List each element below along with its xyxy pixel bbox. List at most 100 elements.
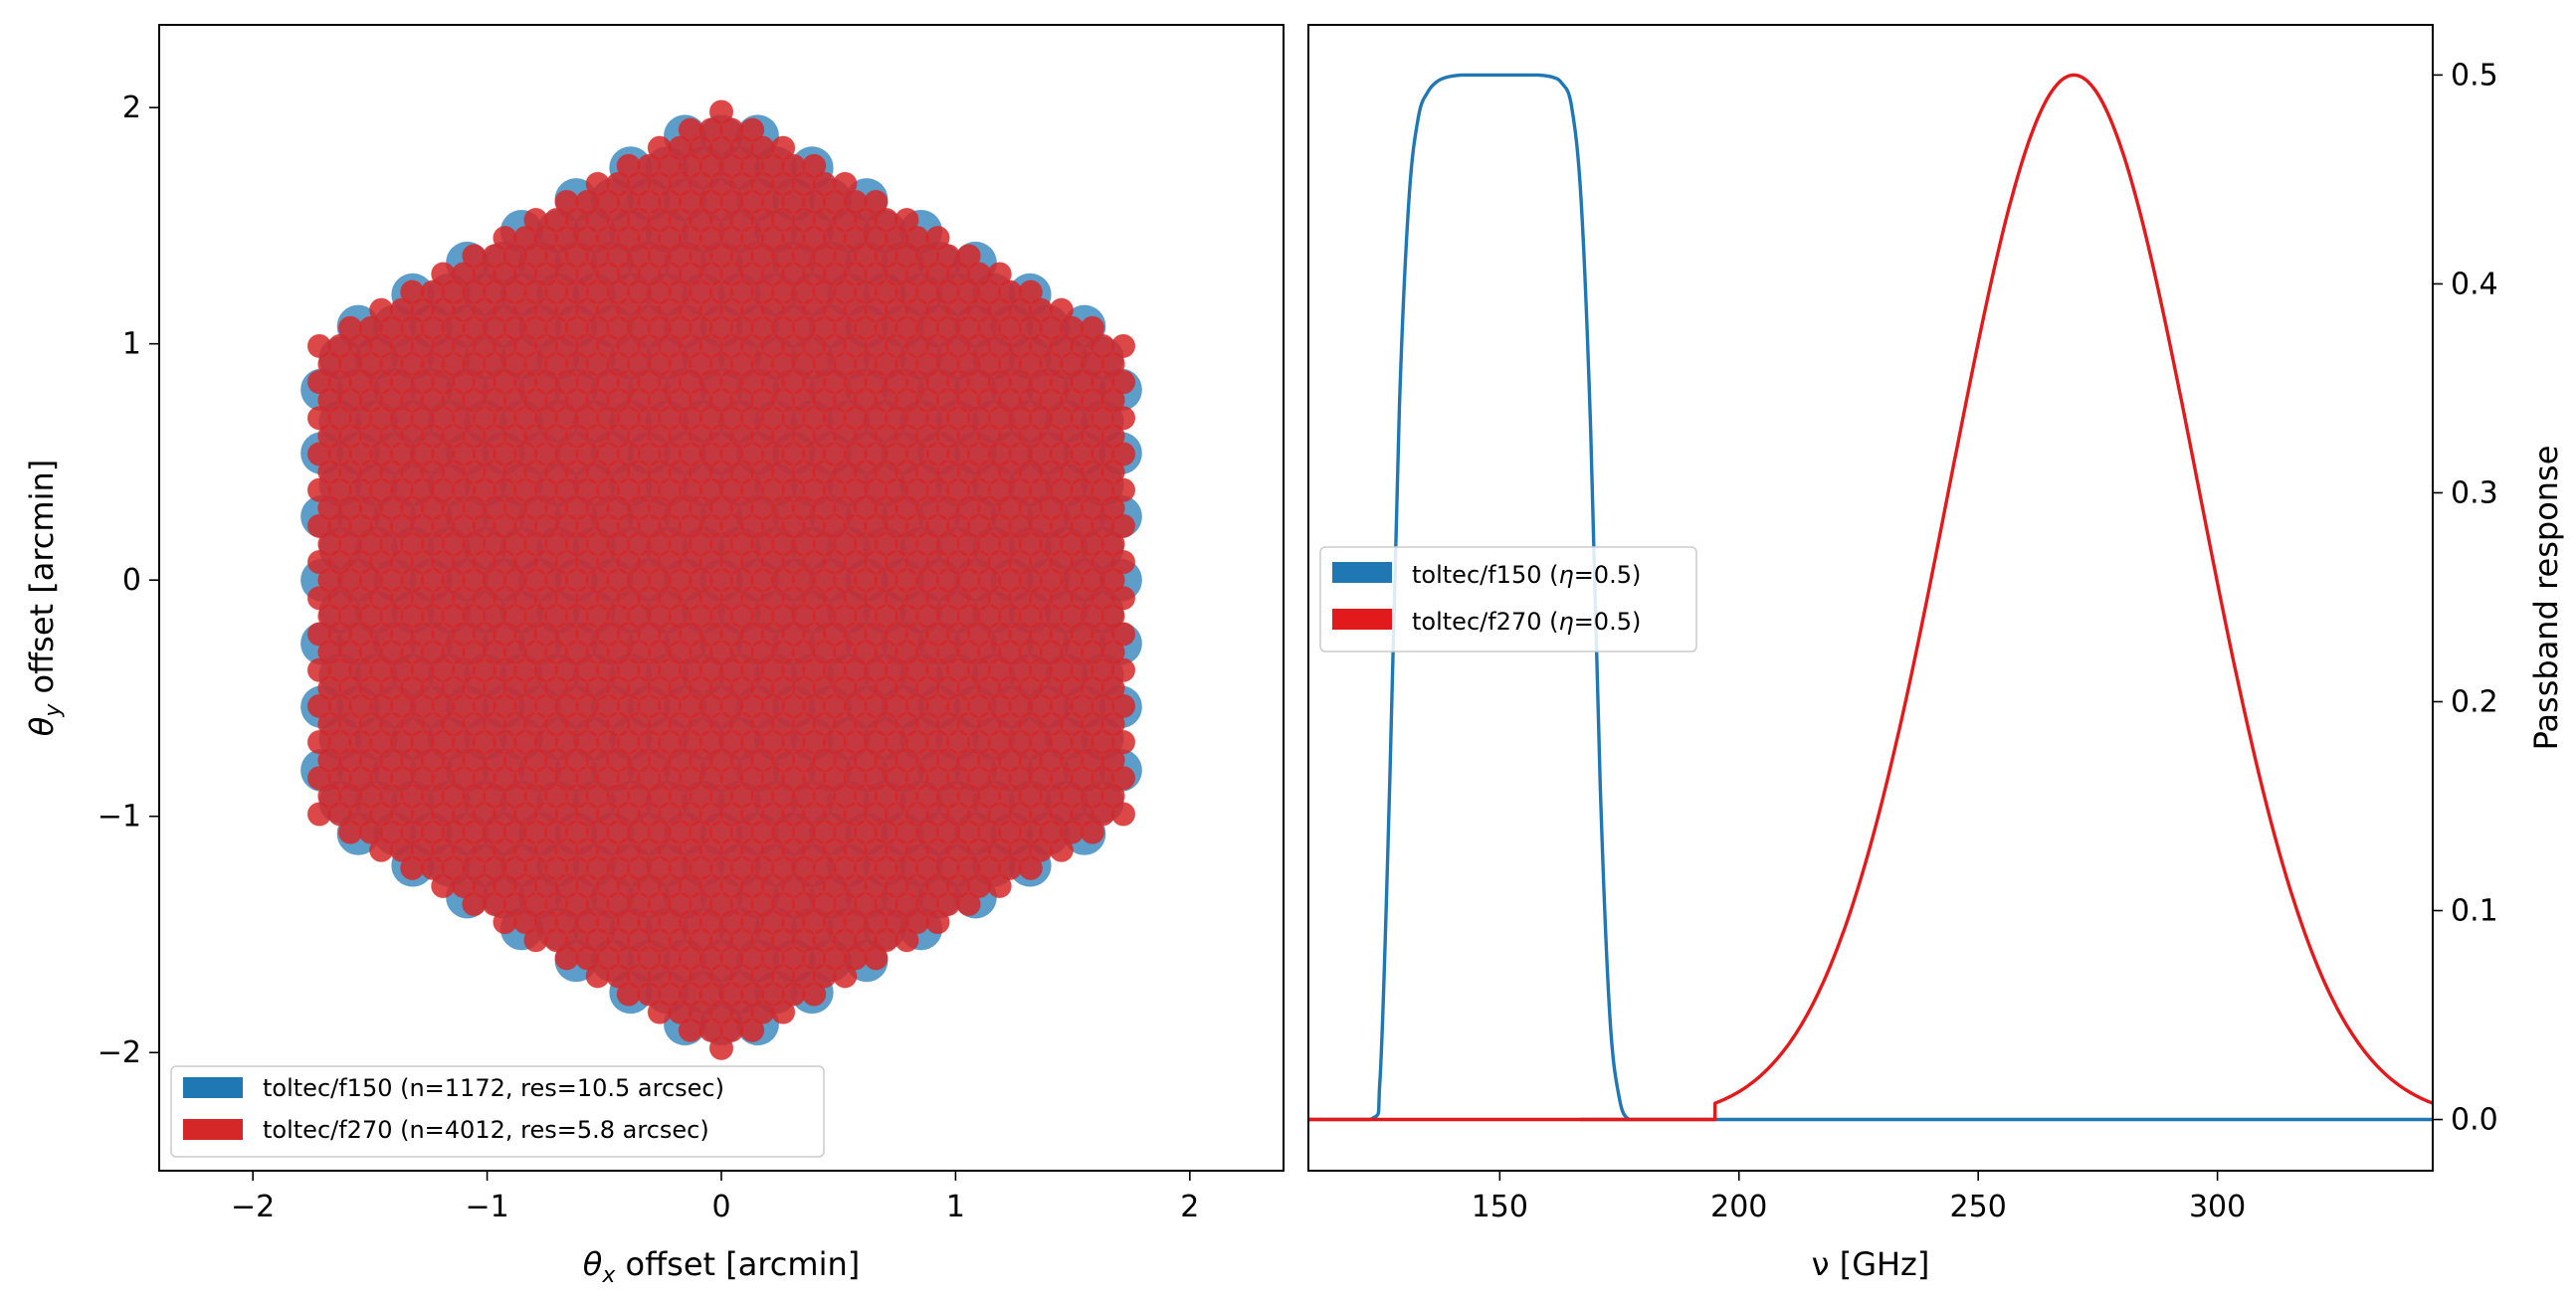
legend-swatch-f270 [183, 1119, 243, 1140]
y-tick-label: 2 [122, 91, 141, 125]
detector-points [299, 99, 1143, 1061]
detector-point [1110, 333, 1136, 359]
legend-swatch-f150 [183, 1077, 243, 1098]
detector-point [493, 225, 517, 251]
legend-left: toltec/f150 (n=1172, res=10.5 arcsec) to… [170, 1065, 825, 1158]
detector-point [864, 189, 889, 215]
detector-point [1100, 460, 1125, 484]
detector-point [431, 262, 456, 286]
detector-point [400, 279, 425, 304]
legend-label-f150: toltec/f150 (n=1172, res=10.5 arcsec) [263, 1074, 724, 1102]
detector-point [987, 873, 1012, 899]
detector-point [1110, 477, 1136, 502]
detector-point [1100, 711, 1125, 737]
x-axis-ticks-right: 150 200 250 300 [1472, 1171, 2246, 1224]
y-tick-label: −2 [98, 1035, 141, 1070]
y-tick-label: 0.5 [2451, 58, 2498, 93]
passband-chart: 150 200 250 300 0.00.10.20.30.40.5 ν [GHz] … [1307, 24, 2565, 1283]
detector-point [1100, 424, 1125, 449]
x-axis-ticks-left: −2 −1 0 1 2 [231, 1171, 1199, 1224]
x-axis-label-left: θx offset [arcmin] [583, 1245, 860, 1288]
detector-point [1110, 513, 1136, 539]
detector-point [894, 207, 919, 233]
y-axis-label-left: θy offset [arcmin] [23, 460, 66, 736]
y-tick-label: 1 [122, 327, 141, 362]
detector-point [1100, 568, 1125, 593]
detector-point [925, 225, 950, 251]
detector-point [1110, 729, 1136, 755]
y-tick-label: 0.3 [2451, 475, 2498, 510]
legend-label-f270-passband: toltec/f270 (η=0.5) [1412, 608, 1641, 636]
legend-box-right [1319, 546, 1697, 652]
detector-point [616, 153, 642, 179]
passband-line-f150 [1308, 73, 2433, 1122]
detector-point [1018, 855, 1044, 881]
detector-point [770, 1000, 796, 1024]
detector-point [739, 117, 765, 142]
detector-point [554, 189, 579, 215]
detector-point [1100, 675, 1125, 701]
detector-point [1100, 495, 1125, 521]
detector-point [1110, 442, 1136, 466]
detector-point [1100, 748, 1125, 773]
detector-point [864, 946, 889, 971]
plot-frame-right [1307, 24, 2434, 1172]
detector-point [1110, 549, 1136, 575]
detector-point [708, 1035, 734, 1061]
legend-box-left [170, 1065, 825, 1158]
y-axis-ticks-left: −2 −1 0 1 2 [98, 91, 159, 1070]
x-tick-label: 1 [946, 1190, 965, 1224]
detector-point [337, 315, 363, 341]
detector-point [1018, 279, 1044, 304]
detector-point [833, 964, 858, 989]
legend-swatch-f270-passband [1332, 609, 1392, 630]
detector-point [1110, 693, 1136, 719]
y-tick-label: 0.4 [2451, 267, 2498, 301]
legend-label-f150-passband: toltec/f150 (η=0.5) [1412, 561, 1641, 589]
y-axis-label-right: Passband response [2527, 446, 2565, 751]
detector-point [306, 333, 332, 359]
array-layout-chart: −2 −1 0 1 2 −2 −1 0 1 2 θx offset [arcmin] θy of… [23, 24, 1285, 1288]
x-tick-label: 150 [1472, 1190, 1528, 1224]
passband-lines [1308, 73, 2433, 1122]
detector-point [1100, 351, 1125, 377]
detector-point [1080, 820, 1105, 844]
x-tick-label: 250 [1950, 1190, 2007, 1224]
detector-point [956, 891, 981, 917]
detector-point [1049, 837, 1075, 862]
detector-point [462, 244, 487, 269]
x-tick-label: −2 [231, 1190, 275, 1224]
y-tick-label: −1 [98, 800, 141, 835]
detector-point [1110, 802, 1136, 827]
detector-point [369, 297, 394, 322]
passband-line-f270 [1308, 73, 2433, 1122]
detector-point [956, 244, 981, 269]
detector-point [1110, 657, 1136, 682]
x-tick-label: 200 [1710, 1190, 1767, 1224]
legend-swatch-f150-passband [1332, 562, 1392, 583]
y-tick-label: 0 [122, 563, 141, 598]
x-tick-label: 0 [711, 1190, 730, 1224]
detector-point [1100, 388, 1125, 413]
x-axis-label-right: ν [GHz] [1812, 1245, 1930, 1283]
detector-point [802, 153, 827, 179]
detector-point [1100, 531, 1125, 557]
detector-point [678, 117, 703, 142]
legend-right: toltec/f150 (η=0.5) toltec/f270 (η=0.5) [1319, 546, 1697, 652]
detector-point [1100, 604, 1125, 629]
detector-point [1110, 766, 1136, 791]
detector-point [925, 909, 950, 935]
x-tick-label: 2 [1180, 1190, 1199, 1224]
detector-point [1110, 622, 1136, 647]
detector-point [833, 171, 858, 197]
detector-point [1080, 315, 1105, 341]
detector-point [647, 135, 673, 160]
detector-point [1110, 369, 1136, 395]
y-tick-label: 0.1 [2451, 894, 2498, 929]
detector-point [770, 135, 796, 160]
y-axis-ticks-right: 0.0 0.1 0.2 0.3 0.4 0.5 [2433, 58, 2498, 1138]
detector-point [1110, 586, 1136, 611]
detector-point [739, 1018, 765, 1042]
x-tick-label: 300 [2189, 1190, 2246, 1224]
